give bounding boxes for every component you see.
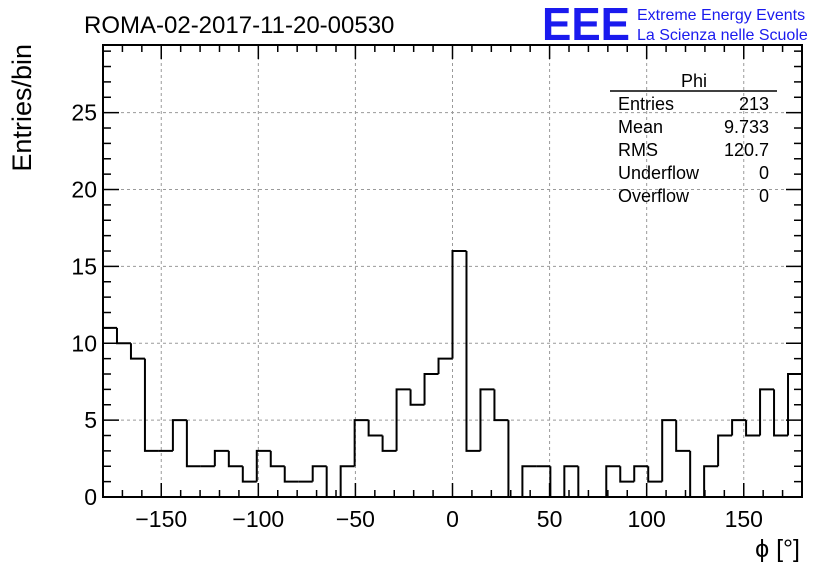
histogram-bin xyxy=(493,389,509,422)
x-tick-label: −100 xyxy=(232,506,284,532)
y-tick-label: 15 xyxy=(71,253,97,279)
stats-row-value: 0 xyxy=(759,163,769,183)
stats-row-value: 0 xyxy=(759,186,769,206)
y-tick-label: 20 xyxy=(71,177,97,203)
histogram-bin xyxy=(479,388,495,451)
stats-row-value: 213 xyxy=(739,94,769,114)
y-tick-label: 5 xyxy=(84,407,97,433)
histogram-bin xyxy=(325,466,341,498)
histogram-bin xyxy=(311,465,327,482)
y-tick-label: 0 xyxy=(84,484,97,510)
histogram-bin xyxy=(703,465,719,497)
logo-line-2: La Scienza nelle Scuole xyxy=(637,27,808,44)
y-tick-label: 10 xyxy=(71,330,97,356)
logo-line-1: Extreme Energy Events xyxy=(637,7,805,24)
y-axis-label: Entries/bin xyxy=(7,44,37,172)
histogram-bin xyxy=(717,434,733,467)
histogram-bin xyxy=(339,465,355,497)
eee-logo: EEE Extreme Energy Events La Scienza nel… xyxy=(542,0,808,50)
x-tick-label: 0 xyxy=(446,506,459,532)
x-tick-label: −150 xyxy=(135,506,187,532)
histogram-bin xyxy=(451,250,467,359)
histogram-bin xyxy=(549,466,565,498)
stats-title: Phi xyxy=(681,71,707,91)
histogram-bin xyxy=(255,449,271,482)
histogram-bin xyxy=(283,466,299,483)
histogram-bin xyxy=(605,465,621,497)
histogram-bin xyxy=(395,388,411,451)
histogram-bin xyxy=(507,420,523,498)
stats-row-value: 120.7 xyxy=(724,140,769,160)
histogram-bin xyxy=(773,389,789,437)
chart-title: ROMA-02-2017-11-20-00530 xyxy=(84,12,394,39)
histogram-bin xyxy=(213,449,229,467)
histogram-bin xyxy=(423,373,439,405)
histogram-bin xyxy=(759,388,775,436)
histogram-bin xyxy=(353,419,369,467)
histogram-bin xyxy=(675,420,691,452)
histogram-bin xyxy=(563,465,579,497)
histogram-bin xyxy=(115,327,131,345)
histogram-bin xyxy=(465,251,481,452)
histogram-bin xyxy=(129,343,145,360)
x-tick-label: 150 xyxy=(725,506,763,532)
logo-mark: EEE xyxy=(542,0,630,50)
histogram-bin xyxy=(171,419,187,451)
histogram-bin xyxy=(227,450,243,468)
histogram-bin xyxy=(437,357,453,375)
histogram-bin xyxy=(647,466,663,483)
histogram-bin xyxy=(661,419,677,482)
histogram-bin xyxy=(633,465,649,482)
histogram-bin xyxy=(689,450,705,498)
histogram-bin xyxy=(409,389,425,406)
stats-row-value: 9.733 xyxy=(724,117,769,137)
stats-row-label: Entries xyxy=(618,94,674,114)
y-tick-label: 25 xyxy=(71,100,97,126)
histogram-bin xyxy=(143,358,159,452)
histogram-bin xyxy=(745,420,761,437)
histogram-bin xyxy=(381,435,397,452)
stats-row-label: Underflow xyxy=(618,163,700,183)
tick-labels: −150 −100 −50 0 50 100 150 0 5 10 15 20 25 xyxy=(71,100,763,532)
histogram-bin xyxy=(269,450,285,468)
stats-box: Phi Entries 213 Mean 9.733 RMS 120.7 Underflow… xyxy=(610,71,777,206)
x-tick-label: 50 xyxy=(537,506,563,532)
histogram-bin xyxy=(731,419,747,436)
stats-row-label: Mean xyxy=(618,117,663,137)
x-axis-label: ϕ [°] xyxy=(755,535,800,563)
histogram-bin xyxy=(241,466,257,483)
stats-row-label: Overflow xyxy=(618,186,690,206)
histogram-bin xyxy=(185,420,201,468)
histogram-bin xyxy=(102,326,117,497)
histogram-bin xyxy=(619,466,635,483)
histogram-bin xyxy=(577,466,593,498)
x-tick-label: 100 xyxy=(627,506,665,532)
histogram-bin xyxy=(367,420,383,437)
axis-ticks xyxy=(102,44,803,498)
histogram-bin xyxy=(521,465,537,497)
stats-row-label: RMS xyxy=(618,140,658,160)
x-tick-label: −50 xyxy=(336,506,375,532)
